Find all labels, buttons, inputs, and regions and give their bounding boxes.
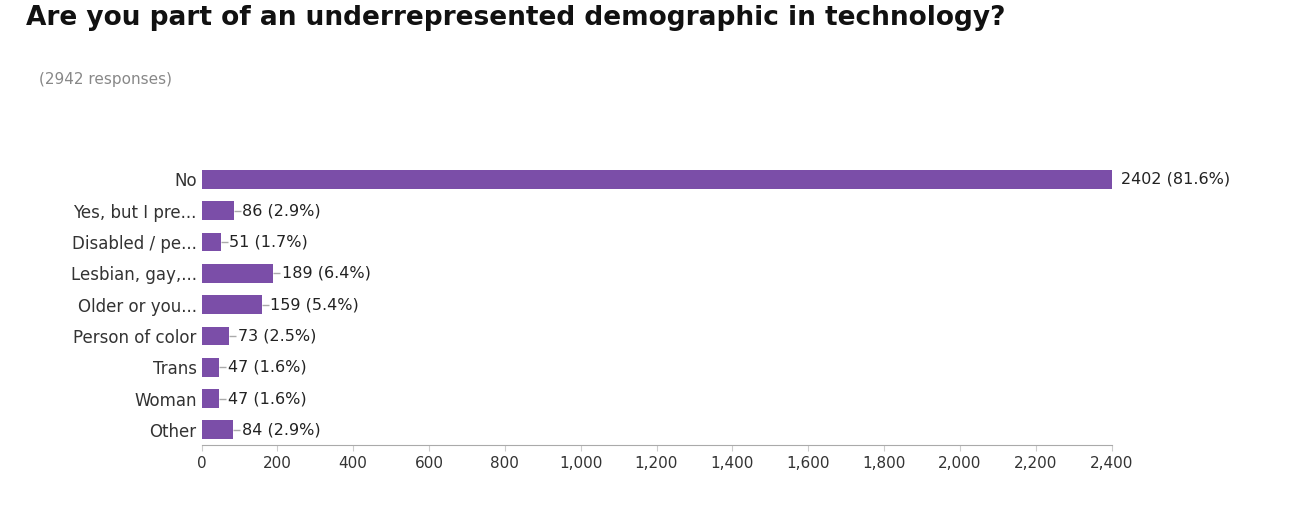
Bar — [202, 201, 234, 220]
Bar — [202, 358, 220, 377]
Bar — [202, 232, 221, 251]
Bar — [202, 170, 1113, 189]
Bar — [202, 327, 229, 345]
Text: 86 (2.9%): 86 (2.9%) — [242, 203, 321, 218]
Text: 189 (6.4%): 189 (6.4%) — [282, 266, 370, 281]
Text: 2402 (81.6%): 2402 (81.6%) — [1121, 172, 1230, 187]
Text: Are you part of an underrepresented demographic in technology?: Are you part of an underrepresented demo… — [26, 5, 1005, 31]
Bar — [202, 264, 273, 283]
Text: 47 (1.6%): 47 (1.6%) — [227, 391, 307, 406]
Bar — [202, 295, 261, 314]
Text: 84 (2.9%): 84 (2.9%) — [242, 422, 320, 437]
Bar — [202, 389, 220, 408]
Text: 159 (5.4%): 159 (5.4%) — [270, 297, 359, 312]
Bar — [202, 420, 234, 439]
Text: 51 (1.7%): 51 (1.7%) — [229, 234, 308, 249]
Text: 47 (1.6%): 47 (1.6%) — [227, 360, 307, 375]
Text: (2942 responses): (2942 responses) — [39, 72, 172, 87]
Text: 73 (2.5%): 73 (2.5%) — [238, 328, 316, 344]
